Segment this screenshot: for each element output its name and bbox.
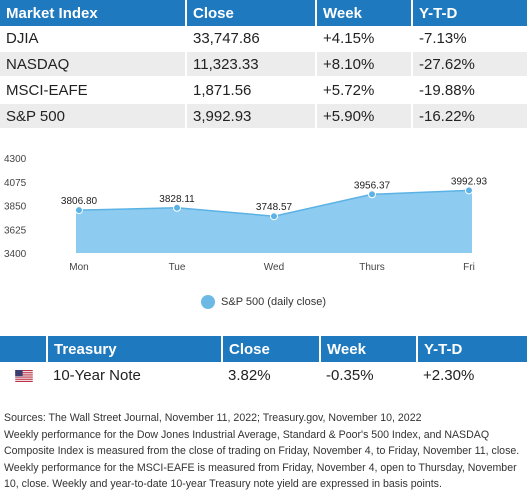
index-ytd: -7.13% — [412, 26, 527, 52]
market-index-header-row: Market Index Close Week Y-T-D — [0, 0, 527, 26]
data-point — [368, 190, 376, 199]
data-label: 3748.57 — [256, 202, 293, 213]
header-week: Week — [316, 0, 413, 26]
index-name: MSCI-EAFE — [0, 77, 187, 104]
header-treasury: Treasury — [47, 336, 223, 362]
treasury-close: 3.82% — [222, 362, 320, 388]
index-week: +5.90% — [316, 103, 413, 130]
sp500-chart: 3400 3625 3850 4075 4300 3806.80 3828.11 3748.5… — [0, 143, 527, 323]
treasury-week: -0.35% — [320, 362, 417, 388]
header-close: Close — [222, 336, 321, 362]
sp500-area-chart: 3400 3625 3850 4075 4300 3806.80 3828.11 3748.5… — [4, 154, 488, 273]
index-week: +5.72% — [316, 77, 413, 104]
y-tick-label: 4075 — [4, 178, 27, 189]
legend-label: S&P 500 (daily close) — [221, 296, 326, 308]
y-tick-label: 4300 — [4, 154, 27, 165]
header-week: Week — [320, 336, 418, 362]
index-week: +4.15% — [316, 26, 413, 52]
index-ytd: -19.88% — [412, 77, 527, 104]
data-point — [173, 203, 181, 212]
table-row: S&P 500 3,992.93 +5.90% -16.22% — [0, 103, 527, 130]
series-area — [76, 190, 472, 253]
data-label: 3806.80 — [61, 196, 98, 207]
x-tick-label: Mon — [69, 262, 88, 273]
x-tick-label: Tue — [169, 262, 186, 273]
x-tick-label: Fri — [463, 262, 475, 273]
sources-note: Sources: The Wall Street Journal, Novemb… — [4, 412, 422, 424]
market-index-table: Market Index Close Week Y-T-D DJIA 33,74… — [0, 0, 527, 130]
header-flag-blank — [0, 336, 48, 362]
data-point — [75, 206, 83, 215]
data-point — [465, 186, 473, 195]
index-name: NASDAQ — [0, 51, 187, 78]
index-close: 3,992.93 — [186, 103, 317, 130]
y-tick-label: 3625 — [4, 225, 27, 236]
y-tick-label: 3850 — [4, 202, 27, 213]
index-week: +8.10% — [316, 51, 413, 78]
footnotes: Sources: The Wall Street Journal, Novemb… — [4, 410, 525, 493]
index-name: DJIA — [0, 26, 187, 52]
treasury-ytd: +2.30% — [417, 362, 527, 388]
data-label: 3956.37 — [354, 180, 391, 191]
x-tick-label: Thurs — [359, 262, 385, 273]
index-ytd: -27.62% — [412, 51, 527, 78]
legend-swatch — [201, 295, 216, 309]
chart-legend: S&P 500 (daily close) — [0, 295, 527, 309]
us-flag-icon — [14, 369, 33, 382]
y-tick-label: 3400 — [4, 249, 27, 260]
flag-cell — [0, 362, 47, 388]
index-name: S&P 500 — [0, 103, 187, 130]
table-row: 10-Year Note 3.82% -0.35% +2.30% — [0, 362, 527, 388]
table-row: NASDAQ 11,323.33 +8.10% -27.62% — [0, 51, 527, 78]
methodology-note: Weekly performance for the Dow Jones Ind… — [4, 428, 520, 491]
treasury-table: Treasury Close Week Y-T-D 10- — [0, 336, 527, 388]
index-close: 1,871.56 — [186, 77, 317, 104]
index-close: 11,323.33 — [186, 51, 317, 78]
index-ytd: -16.22% — [412, 103, 527, 130]
x-tick-label: Wed — [264, 262, 284, 273]
header-market-index: Market Index — [0, 0, 187, 26]
treasury-header-row: Treasury Close Week Y-T-D — [0, 336, 527, 362]
table-row: DJIA 33,747.86 +4.15% -7.13% — [0, 26, 527, 52]
table-row: MSCI-EAFE 1,871.56 +5.72% -19.88% — [0, 77, 527, 104]
data-label: 3992.93 — [451, 176, 488, 187]
header-ytd: Y-T-D — [412, 0, 527, 26]
index-close: 33,747.86 — [186, 26, 317, 52]
header-ytd: Y-T-D — [417, 336, 527, 362]
data-label: 3828.11 — [159, 194, 195, 205]
treasury-name: 10-Year Note — [47, 362, 222, 388]
data-point — [270, 212, 278, 221]
header-close: Close — [186, 0, 317, 26]
